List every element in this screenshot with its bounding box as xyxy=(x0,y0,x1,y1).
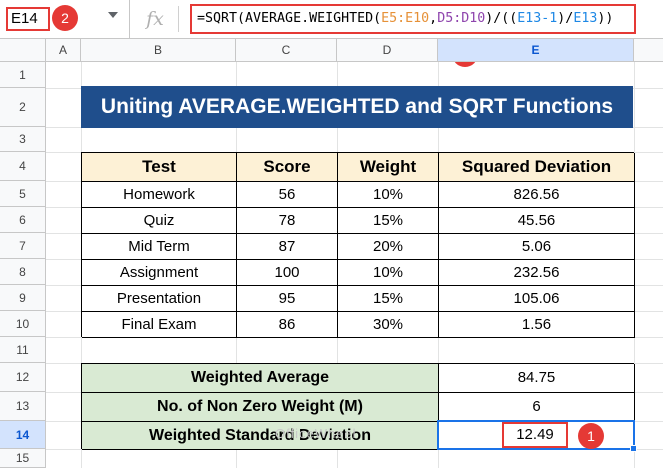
summary-value-nonzero-count[interactable]: 6 xyxy=(439,393,635,422)
fill-handle[interactable] xyxy=(630,445,637,452)
row-header[interactable]: 12 xyxy=(0,363,46,392)
row-header[interactable]: 4 xyxy=(0,152,46,181)
row-header[interactable]: 6 xyxy=(0,207,46,233)
select-all-corner[interactable] xyxy=(0,38,46,62)
table-cell[interactable]: 95 xyxy=(237,286,338,312)
column-header-b[interactable]: B xyxy=(81,38,236,62)
callout-badge-1: 1 xyxy=(578,423,604,449)
table-cell[interactable]: 78 xyxy=(237,208,338,234)
formula-text: )) xyxy=(597,11,614,26)
table-cell[interactable]: Homework xyxy=(82,182,237,208)
table-cell[interactable]: 15% xyxy=(338,208,439,234)
summary-value-weighted-average[interactable]: 84.75 xyxy=(439,364,635,393)
sheet-title[interactable]: Uniting AVERAGE.WEIGHTED and SQRT Functi… xyxy=(81,86,633,128)
formula-text: )/ xyxy=(557,11,574,26)
table-cell[interactable]: 826.56 xyxy=(439,182,635,208)
summary-label-nonzero-count[interactable]: No. of Non Zero Weight (M) xyxy=(82,393,439,422)
formula-text: , xyxy=(429,11,438,26)
formula-range-score: E5:E10 xyxy=(381,11,430,26)
row-header[interactable]: 14 xyxy=(0,421,46,449)
row-header[interactable]: 11 xyxy=(0,337,46,363)
summary-label-weighted-std-dev[interactable]: Weighted Standard Deviation xyxy=(82,422,439,450)
table-cell[interactable]: 87 xyxy=(237,234,338,260)
callout-badge-2: 2 xyxy=(52,5,78,31)
watermark: OfficeWheel xyxy=(275,426,357,441)
table-cell[interactable]: Mid Term xyxy=(82,234,237,260)
function-icon: fx xyxy=(146,8,164,30)
formula-ref-count: E13-1 xyxy=(517,11,558,26)
table-cell[interactable]: Final Exam xyxy=(82,312,237,338)
name-box[interactable] xyxy=(0,0,130,38)
formula-ref-count: E13 xyxy=(573,11,598,26)
summary-label-weighted-average[interactable]: Weighted Average xyxy=(82,364,439,393)
column-header-f[interactable] xyxy=(634,38,663,62)
table-cell[interactable]: 45.56 xyxy=(439,208,635,234)
cell-reference[interactable]: E14 xyxy=(6,7,50,31)
table-cell[interactable]: 15% xyxy=(338,286,439,312)
formula-text: =SQRT(AVERAGE.WEIGHTED( xyxy=(197,11,382,26)
column-header-c[interactable]: C xyxy=(236,38,337,62)
row-header[interactable]: 13 xyxy=(0,392,46,421)
table-header-squared-deviation[interactable]: Squared Deviation xyxy=(439,153,635,182)
table-cell[interactable]: Assignment xyxy=(82,260,237,286)
row-header[interactable]: 8 xyxy=(0,259,46,285)
row-header[interactable]: 15 xyxy=(0,449,46,468)
table-cell[interactable]: Presentation xyxy=(82,286,237,312)
table-cell[interactable]: 5.06 xyxy=(439,234,635,260)
row-header[interactable]: 5 xyxy=(0,181,46,207)
row-header[interactable]: 2 xyxy=(0,88,46,127)
table-cell[interactable]: 10% xyxy=(338,182,439,208)
table-header-test[interactable]: Test xyxy=(82,153,237,182)
column-header-d[interactable]: D xyxy=(337,38,438,62)
table-cell[interactable]: 10% xyxy=(338,260,439,286)
selected-cell-outline[interactable] xyxy=(437,420,635,450)
row-header[interactable]: 10 xyxy=(0,311,46,337)
table-cell[interactable]: 56 xyxy=(237,182,338,208)
table-header-weight[interactable]: Weight xyxy=(338,153,439,182)
table-header-score[interactable]: Score xyxy=(237,153,338,182)
summary-value-weighted-std-dev: 12.49 xyxy=(502,422,568,448)
table-cell[interactable]: 1.56 xyxy=(439,312,635,338)
table-cell[interactable]: 20% xyxy=(338,234,439,260)
row-header[interactable]: 9 xyxy=(0,285,46,311)
table-cell[interactable]: 30% xyxy=(338,312,439,338)
column-header-a[interactable]: A xyxy=(46,38,81,62)
data-table: Test Score Weight Squared Deviation Home… xyxy=(81,152,635,338)
chevron-down-icon[interactable] xyxy=(108,12,118,18)
summary-table: Weighted Average 84.75 No. of Non Zero W… xyxy=(81,363,635,450)
row-header[interactable]: 3 xyxy=(0,127,46,152)
formula-text: )/(( xyxy=(485,11,518,26)
column-header-e[interactable]: E xyxy=(438,38,634,62)
row-header[interactable]: 1 xyxy=(0,62,46,88)
table-cell[interactable]: 105.06 xyxy=(439,286,635,312)
table-cell[interactable]: 86 xyxy=(237,312,338,338)
formula-input[interactable]: =SQRT(AVERAGE.WEIGHTED(E5:E10,D5:D10)/((… xyxy=(190,4,636,34)
formula-range-weight: D5:D10 xyxy=(437,11,486,26)
table-cell[interactable]: Quiz xyxy=(82,208,237,234)
formula-bar-divider xyxy=(178,6,179,32)
row-header[interactable]: 7 xyxy=(0,233,46,259)
table-cell[interactable]: 232.56 xyxy=(439,260,635,286)
table-cell[interactable]: 100 xyxy=(237,260,338,286)
